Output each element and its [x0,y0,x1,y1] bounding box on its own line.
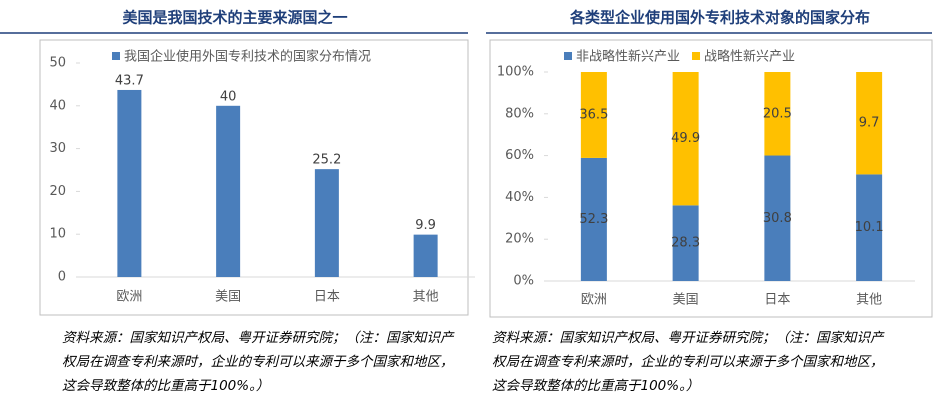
chart-title: 美国是我国技术的主要来源国之一 [122,9,347,27]
plot-frame [39,39,469,316]
bar-segment [672,72,699,206]
y-tick-label: 80% [505,106,534,121]
value-label: 40 [220,89,237,104]
y-tick-label: 30 [49,141,66,156]
value-label: 43.7 [115,73,144,88]
footnote: 这会导致整体的比重高于100%。） [492,378,699,394]
bar-segment [764,72,791,156]
bar-segment [764,155,791,281]
bar [117,89,142,278]
bar-segment [580,157,607,281]
bar-segment [856,174,883,281]
value-label: 9.7 [859,116,880,131]
value-label: 49.9 [671,131,700,146]
y-tick-label: 20 [49,184,66,199]
value-label: 28.3 [671,236,700,251]
x-tick-label: 日本 [314,290,340,305]
footnote: 权局在调查专利来源时，企业的专利可以来源于多个国家和地区， [492,354,884,370]
y-tick-label: 40% [505,190,534,205]
x-tick-label: 欧洲 [116,290,142,305]
legend-label: 我国企业使用外国专利技术的国家分布情况 [124,49,371,65]
value-label: 9.9 [415,218,436,233]
y-tick-label: 50 [49,56,66,71]
bar-segment [672,205,699,281]
footnote: 资料来源：国家知识产权局、粤开证券研究院；（注：国家知识产 [492,330,885,346]
footnote: 权局在调查专利来源时，企业的专利可以来源于多个国家和地区， [62,354,454,370]
value-label: 20.5 [763,106,792,121]
y-tick-label: 20% [505,232,534,247]
y-tick-label: 40 [49,98,66,113]
legend-swatch [564,52,572,60]
x-tick-label: 日本 [764,293,790,308]
value-label: 30.8 [763,211,792,226]
x-tick-label: 美国 [673,293,699,308]
value-label: 36.5 [579,107,608,122]
footnote: 这会导致整体的比重高于100%。） [62,378,269,394]
bar [216,105,241,277]
bar-segment [580,72,607,158]
y-tick-label: 0 [58,270,66,285]
bar [413,234,438,277]
chart-title: 各类型企业使用国外专利技术对象的国家分布 [569,9,870,27]
y-tick-label: 60% [505,148,534,163]
value-label: 52.3 [579,212,608,227]
legend-label: 非战略性新兴产业 [576,49,680,65]
x-tick-label: 其他 [413,290,439,305]
y-tick-label: 10 [49,227,66,242]
plot-frame [489,39,933,318]
bar-segment [856,72,883,175]
y-tick-label: 0% [513,274,534,289]
legend-label: 战略性新兴产业 [704,49,795,65]
y-tick-label: 100% [497,65,534,80]
value-label: 10.1 [855,220,884,235]
x-tick-label: 美国 [215,290,241,305]
x-tick-label: 其他 [856,293,882,308]
legend-swatch [692,52,701,60]
legend-swatch [112,52,120,60]
footnote: 资料来源：国家知识产权局、粤开证券研究院；（注：国家知识产 [62,330,455,346]
value-label: 25.2 [312,153,341,168]
x-tick-label: 欧洲 [581,293,607,308]
bar [314,169,339,277]
